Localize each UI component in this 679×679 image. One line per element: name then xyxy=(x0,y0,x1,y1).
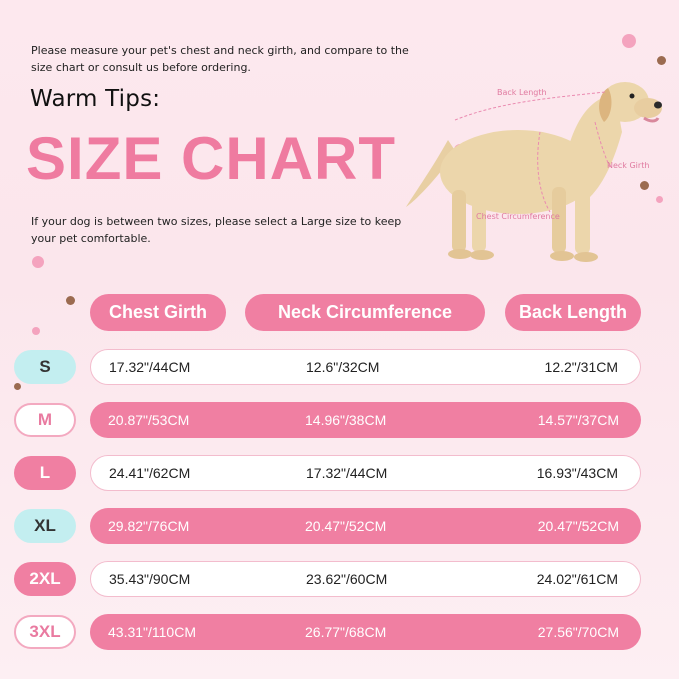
neck-girth-label: Neck Girth xyxy=(607,161,650,170)
chest-cell: 35.43"/90CM xyxy=(109,571,191,587)
header-chest-girth: Chest Girth xyxy=(90,294,226,331)
decor-dot xyxy=(66,296,75,305)
decor-dot xyxy=(32,327,40,335)
back-cell: 27.56"/70CM xyxy=(537,624,619,640)
neck-cell: 14.96"/38CM xyxy=(305,412,387,428)
back-cell: 16.93"/43CM xyxy=(536,465,618,481)
size-badge-l: L xyxy=(14,456,76,490)
chest-cell: 20.87"/53CM xyxy=(108,412,190,428)
size-badge-3xl: 3XL xyxy=(14,615,76,649)
header-back-length: Back Length xyxy=(505,294,641,331)
size-note-text: If your dog is between two sizes, please… xyxy=(31,215,402,245)
decor-dot xyxy=(14,383,21,390)
table-row: 20.87"/53CM 14.96"/38CM 14.57"/37CM xyxy=(90,402,641,438)
back-length-label: Back Length xyxy=(497,88,547,97)
size-badge-s: S xyxy=(14,350,76,384)
size-badge-m: M xyxy=(14,403,76,437)
table-row: 43.31"/110CM 26.77"/68CM 27.56"/70CM xyxy=(90,614,641,650)
neck-cell: 17.32"/44CM xyxy=(306,465,388,481)
page-title: SIZE CHART xyxy=(26,125,396,192)
intro-text: Please measure your pet's chest and neck… xyxy=(31,44,409,74)
chest-circumference-label: Chest Circumference xyxy=(476,212,560,221)
dog-image xyxy=(406,82,662,262)
table-row: 24.41"/62CM 17.32"/44CM 16.93"/43CM xyxy=(90,455,641,491)
table-row: 17.32"/44CM 12.6"/32CM 12.2"/31CM xyxy=(90,349,641,385)
neck-cell: 23.62"/60CM xyxy=(306,571,388,587)
back-cell: 12.2"/31CM xyxy=(544,359,618,375)
table-row: 29.82"/76CM 20.47"/52CM 20.47"/52CM xyxy=(90,508,641,544)
warm-tips-heading: Warm Tips: xyxy=(30,86,161,112)
neck-cell: 26.77"/68CM xyxy=(305,624,387,640)
table-row: 35.43"/90CM 23.62"/60CM 24.02"/61CM xyxy=(90,561,641,597)
back-cell: 14.57"/37CM xyxy=(537,412,619,428)
decor-dot xyxy=(622,34,636,48)
back-cell: 24.02"/61CM xyxy=(536,571,618,587)
chest-cell: 17.32"/44CM xyxy=(109,359,191,375)
decor-dot xyxy=(656,196,663,203)
size-badge-xl: XL xyxy=(14,509,76,543)
size-badge-2xl: 2XL xyxy=(14,562,76,596)
decor-dot xyxy=(657,56,666,65)
chest-cell: 29.82"/76CM xyxy=(108,518,190,534)
decor-dot xyxy=(640,181,649,190)
chest-cell: 43.31"/110CM xyxy=(108,624,196,640)
decor-dot xyxy=(32,256,44,268)
chest-cell: 24.41"/62CM xyxy=(109,465,191,481)
neck-cell: 20.47"/52CM xyxy=(305,518,387,534)
neck-cell: 12.6"/32CM xyxy=(306,359,380,375)
header-neck-circumference: Neck Circumference xyxy=(245,294,485,331)
back-cell: 20.47"/52CM xyxy=(537,518,619,534)
